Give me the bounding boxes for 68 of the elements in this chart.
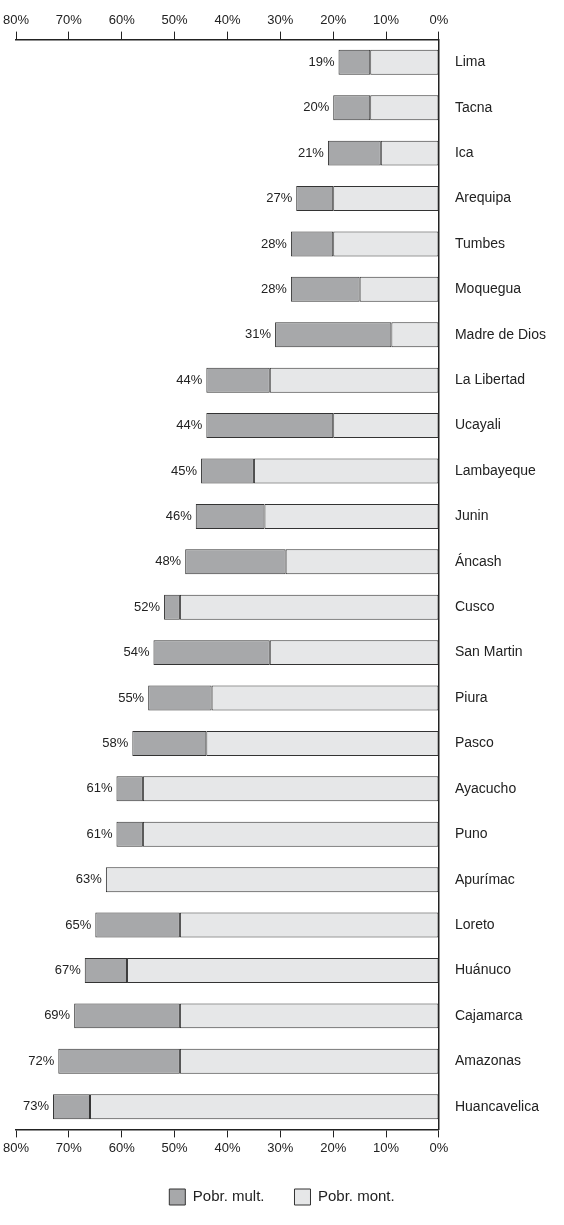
total-label: 69% [44,1007,71,1023]
x-tick-label: 10% [373,12,400,28]
y-tick-label: Lima [454,53,486,70]
y-tick-label: Piura [454,688,488,705]
total-label: 55% [118,689,145,705]
total-label: 28% [260,235,288,251]
total-label: 52% [134,598,161,614]
total-label: 19% [308,53,335,69]
total-label: 44% [176,371,203,387]
legend-label: Pobr. mont. [318,1187,395,1205]
y-tick-label: Ucayali [454,416,501,433]
x-tick-label: 60% [108,12,136,28]
x2-tick-label: 10% [373,1139,400,1155]
y-tick-label: Arequipa [454,189,512,206]
y-tick-label: Cusco [454,598,495,615]
x-tick-label: 0% [429,12,449,28]
total-label: 73% [22,1098,50,1114]
y-tick-label: Ica [454,143,474,160]
x2-tick-label: 70% [55,1139,83,1155]
total-label: 28% [260,280,288,296]
y-tick-label: Tacna [454,98,493,115]
y-tick-label: Cajamarca [454,1006,523,1023]
total-label: 31% [245,326,272,342]
x2-tick-label: 20% [320,1139,347,1155]
total-label: 61% [86,780,113,796]
y-tick-label: Pasco [454,734,495,751]
total-label: 20% [303,99,330,115]
total-label: 61% [86,825,113,841]
x2-tick-label: 60% [108,1139,136,1155]
x2-tick-label: 0% [429,1139,449,1155]
x-tick-label: 30% [267,12,294,28]
total-label: 67% [54,962,82,978]
y-tick-label: San Martin [454,643,523,660]
y-tick-label: Áncash [454,552,502,569]
x-tick-label: 50% [161,12,189,28]
y-tick-label: Ayacucho [454,779,517,796]
x2-tick-label: 30% [267,1139,294,1155]
total-label: 45% [171,462,198,478]
y-tick-label: Huánuco [454,961,512,978]
y-tick-label: Lambayeque [454,461,537,478]
total-label: 72% [28,1052,55,1068]
total-label: 63% [75,871,103,887]
total-label: 21% [297,144,325,160]
y-tick-label: Loreto [454,915,495,932]
y-tick-label: Amazonas [454,1052,522,1069]
y-tick-label: La Libertad [454,371,526,388]
x-tick-label: 70% [55,12,83,28]
total-label: 65% [65,916,92,932]
y-tick-label: Huancavelica [454,1097,540,1114]
y-tick-label: Madre de Dios [454,325,547,342]
y-tick-label: Puno [454,825,488,842]
y-tick-label: Junin [454,507,489,524]
total-label: 58% [102,735,129,751]
total-label: 44% [176,417,203,433]
y-tick-label: Tumbes [454,234,506,251]
x2-tick-label: 80% [2,1139,30,1155]
total-label: 54% [123,644,150,660]
total-label: 27% [266,190,293,206]
y-tick-label: Moquegua [454,280,522,297]
y-tick-label: Apurímac [454,870,515,887]
total-label: 46% [165,507,193,523]
total-label: 48% [155,553,182,569]
x2-tick-label: 50% [161,1139,189,1155]
x2-tick-label: 40% [214,1139,241,1155]
legend-label: Pobr. mult. [192,1187,265,1205]
x-tick-label: 20% [320,12,347,28]
x-tick-label: 80% [2,12,30,28]
x-tick-label: 40% [214,12,241,28]
